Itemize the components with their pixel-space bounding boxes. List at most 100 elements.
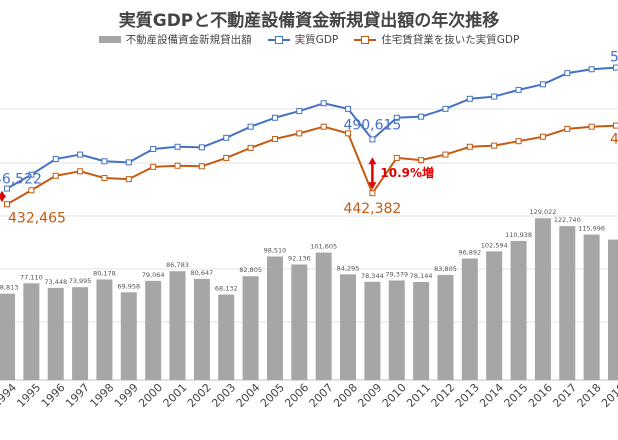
x-tick-label: 2006 xyxy=(282,381,311,410)
series-marker xyxy=(101,158,108,165)
legend-item-loans: 不動産設備資金新規貸出額 xyxy=(98,32,252,47)
bar-value-label: 96,892 xyxy=(458,249,481,257)
annotation-alt-first: 432,465 xyxy=(8,210,66,226)
x-tick-label: 2015 xyxy=(502,381,531,410)
bar-value-label: 80,647 xyxy=(191,269,214,277)
annotation-gdp-low: 490,615 xyxy=(343,117,401,133)
series-marker xyxy=(150,163,157,170)
bar-value-label: 77,110 xyxy=(20,273,43,281)
x-tick-label: 1994 xyxy=(0,381,19,410)
bar-value-label: 79,379 xyxy=(385,270,408,278)
bar-value-label: 84,295 xyxy=(337,264,360,272)
x-tick-label: 1996 xyxy=(39,381,68,410)
bar xyxy=(96,279,113,380)
series-marker xyxy=(223,154,230,161)
series-marker xyxy=(320,123,327,130)
series-marker xyxy=(539,81,546,88)
series-marker xyxy=(466,143,473,150)
series-marker xyxy=(491,93,498,100)
series-marker xyxy=(174,143,181,150)
x-tick-label: 1995 xyxy=(14,381,43,410)
bar-value-label: 102,594 xyxy=(481,241,508,249)
bar-value-label: 115,996 xyxy=(578,225,605,233)
bar-value-label: 73,448 xyxy=(44,278,67,286)
series-marker xyxy=(101,175,108,181)
series-marker xyxy=(320,100,327,107)
legend-item-gdp-ex-rental: 住宅賃貸業を抜いた実質GDP xyxy=(354,32,519,47)
series-marker xyxy=(564,70,571,77)
x-tick-label: 2009 xyxy=(355,381,384,410)
bar xyxy=(23,283,40,380)
series-marker xyxy=(564,125,571,132)
series-marker xyxy=(515,86,522,93)
bar-value-label: 101,605 xyxy=(310,243,337,251)
bar-value-label: 110,938 xyxy=(505,231,532,239)
chart-title: 実質GDPと不動産設備資金新規貸出額の年次推移 xyxy=(118,11,500,31)
bar xyxy=(72,287,89,380)
bar xyxy=(388,280,405,380)
bar xyxy=(510,240,527,380)
bar-value-label: 80,178 xyxy=(93,269,116,277)
bar xyxy=(583,234,600,380)
bar xyxy=(291,264,308,380)
bar xyxy=(559,226,576,380)
annotation-growth: 10.9%増 xyxy=(380,165,434,180)
series-marker xyxy=(125,159,132,166)
x-tick-label: 2007 xyxy=(307,381,336,410)
x-tick-label: 2014 xyxy=(477,381,506,410)
bar xyxy=(145,280,162,380)
annotation-alt-last: 4 xyxy=(610,132,618,148)
bar-value-label: 68,132 xyxy=(215,285,238,293)
series-marker xyxy=(369,136,376,143)
bar xyxy=(193,278,210,380)
legend-label-gdp-ex-rental: 住宅賃貸業を抜いた実質GDP xyxy=(381,34,520,46)
bar-value-label: 98,510 xyxy=(264,246,287,254)
series-marker xyxy=(223,134,230,141)
bar xyxy=(0,293,15,380)
x-tick-label: 2012 xyxy=(429,381,458,410)
series-marker xyxy=(198,144,205,151)
x-tick-label: 1999 xyxy=(112,381,141,410)
series-marker xyxy=(393,114,400,121)
x-tick-label: 2010 xyxy=(380,381,409,410)
bar-value-label: 86,783 xyxy=(166,261,189,269)
x-tick-label: 2017 xyxy=(550,381,579,410)
series-marker xyxy=(466,95,473,102)
series-marker xyxy=(442,105,449,112)
series-marker xyxy=(418,113,425,120)
x-tick-label: 2008 xyxy=(331,381,360,410)
bar-value-label: 122,740 xyxy=(554,216,581,224)
bar xyxy=(608,239,618,380)
series-marker xyxy=(515,138,522,145)
series-marker xyxy=(369,190,376,197)
legend-item-gdp: 実質GDP xyxy=(267,32,338,47)
bar-value-label: 69,958 xyxy=(117,282,140,290)
growth-arrow-head-down xyxy=(368,182,377,190)
series-marker xyxy=(613,122,618,129)
bar-value-label: 83,805 xyxy=(434,265,457,273)
bar-value-label: 79,064 xyxy=(142,271,165,279)
x-tick-label: 2001 xyxy=(161,381,190,410)
bar xyxy=(218,294,235,380)
growth-arrow-head-up xyxy=(368,157,377,165)
series-marker xyxy=(52,156,59,163)
x-tick-label: 2013 xyxy=(453,381,482,410)
series-marker xyxy=(125,176,132,183)
legend-label-loans: 不動産設備資金新規貸出額 xyxy=(125,34,252,46)
series-marker xyxy=(588,66,595,73)
annotation-gdp-last: 55 xyxy=(610,50,618,66)
series-marker xyxy=(539,133,546,140)
series-marker xyxy=(247,123,254,130)
series-marker xyxy=(491,142,498,149)
series-marker xyxy=(28,187,35,194)
series-marker xyxy=(588,123,595,130)
bar xyxy=(47,287,64,380)
series-marker xyxy=(28,171,35,178)
bar xyxy=(266,256,283,380)
series-marker xyxy=(442,151,449,158)
series-line xyxy=(6,66,617,190)
series-marker xyxy=(247,144,254,151)
annotation-gdp-first: 446,522 xyxy=(0,172,42,188)
